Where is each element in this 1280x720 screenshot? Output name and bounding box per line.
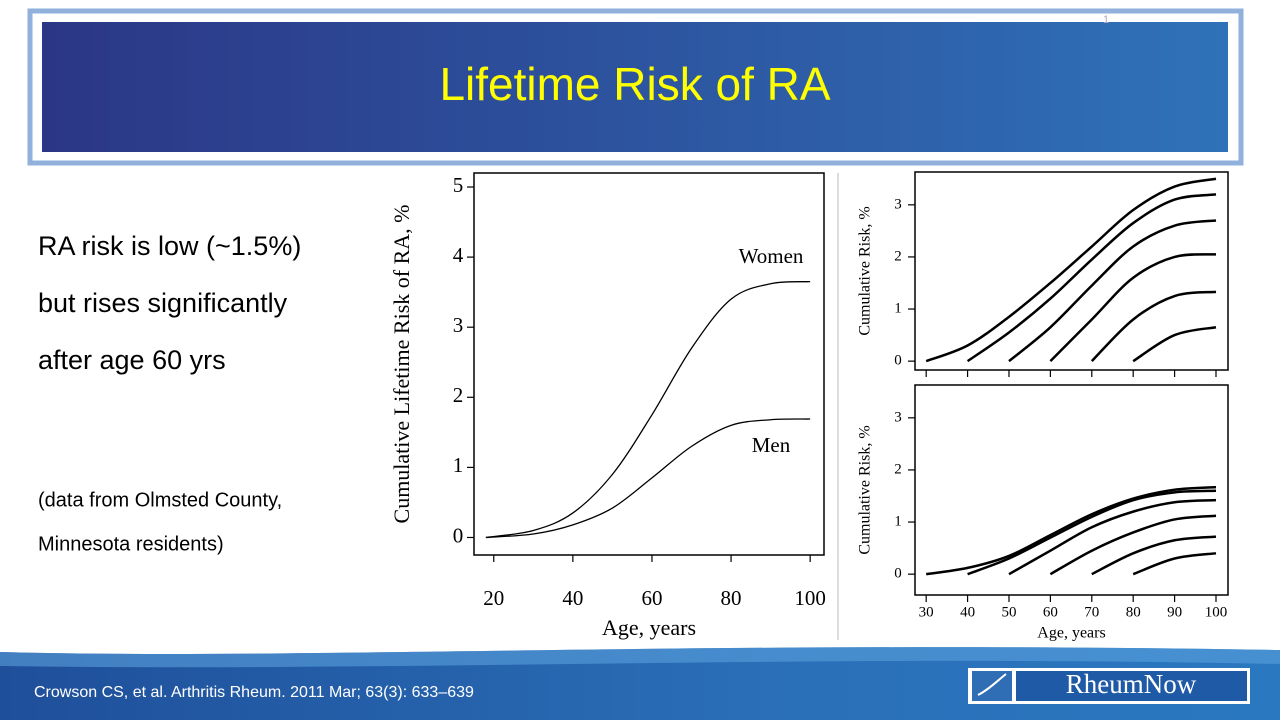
y-tick-label: 3 [894, 196, 902, 212]
y-tick-label: 2 [894, 248, 902, 264]
y-tick-label: 2 [894, 461, 902, 477]
logo-name: RheumNow [1066, 669, 1197, 699]
x-tick-label: 90 [1167, 604, 1182, 620]
series-line [1132, 326, 1217, 363]
bullet: RA risk is low (~1.5%) [38, 231, 301, 261]
series-line [1090, 290, 1217, 363]
x-axis-label: Age, years [602, 615, 696, 640]
x-tick-label: 60 [1043, 604, 1058, 620]
logo-name-box [1016, 671, 1247, 701]
series-line [925, 177, 1217, 363]
series-line [485, 280, 811, 539]
y-axis-label: Cumulative Risk, % [857, 425, 874, 554]
y-tick-label: 3 [894, 409, 902, 425]
series-line [1049, 253, 1217, 363]
footer-wave [0, 647, 1280, 668]
y-tick-label: 0 [894, 353, 902, 369]
plot-frame [473, 172, 825, 556]
series-line [925, 485, 1217, 576]
slide-title: Lifetime Risk of RA [439, 58, 830, 110]
series-line [1049, 514, 1217, 576]
y-tick-label: 0 [453, 523, 464, 547]
y-tick-label: 3 [453, 313, 464, 337]
series-line [485, 418, 811, 539]
x-tick-label: 30 [919, 604, 934, 620]
y-tick-label: 1 [453, 453, 464, 477]
plot-frame [914, 384, 1229, 596]
x-tick-label: 100 [794, 586, 826, 610]
series-label: Women [739, 244, 804, 268]
series-line [966, 193, 1217, 363]
y-tick-label: 5 [453, 173, 464, 197]
series-line [1008, 498, 1217, 576]
y-axis-label: Cumulative Lifetime Risk of RA, % [389, 205, 414, 524]
y-axis-label: Cumulative Risk, % [857, 206, 874, 335]
bullet: after age 60 yrs [38, 345, 226, 375]
series-label: Men [752, 433, 791, 457]
slide-number: 1 [1103, 14, 1109, 26]
y-tick-label: 0 [894, 566, 902, 582]
x-tick-label: 70 [1084, 604, 1099, 620]
x-tick-label: 40 [960, 604, 975, 620]
series-line [1008, 219, 1217, 363]
x-tick-label: 60 [641, 586, 662, 610]
note: Minnesota residents) [38, 533, 224, 555]
y-tick-label: 1 [894, 300, 902, 316]
logo-icon-mark [977, 673, 1007, 696]
x-tick-label: 40 [562, 586, 583, 610]
x-axis-label: Age, years [1037, 625, 1105, 642]
y-tick-label: 2 [453, 383, 464, 407]
bullet: but rises significantly [38, 288, 288, 318]
citation: Crowson CS, et al. Arthritis Rheum. 2011… [34, 684, 474, 701]
y-tick-label: 1 [894, 513, 902, 529]
x-tick-label: 80 [721, 586, 742, 610]
x-tick-label: 20 [483, 586, 504, 610]
series-line [1132, 552, 1217, 576]
note: (data from Olmsted County, [38, 489, 282, 511]
header-band [42, 22, 1228, 152]
series-line [1091, 535, 1217, 576]
x-tick-label: 80 [1126, 604, 1141, 620]
x-tick-label: 50 [1001, 604, 1016, 620]
y-tick-label: 4 [453, 243, 464, 267]
plot-frame [914, 171, 1229, 371]
series-line [967, 489, 1217, 576]
x-tick-label: 100 [1205, 604, 1228, 620]
